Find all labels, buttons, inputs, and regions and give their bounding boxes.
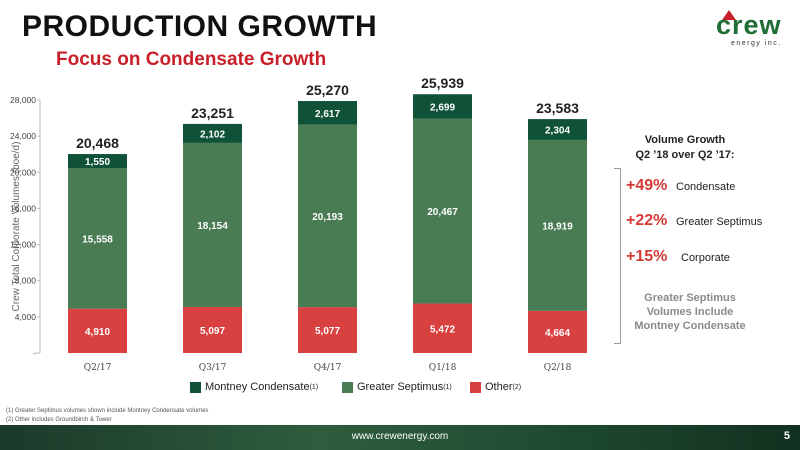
x-category-label: Q3/17: [199, 363, 227, 373]
bar-greater-septimus: [413, 118, 472, 304]
footer-bar: www.crewenergy.com 5: [0, 425, 800, 450]
bar-total-label: 25,939: [421, 75, 464, 91]
bar-greater-septimus: [298, 124, 357, 308]
x-category-label: Q1/18: [429, 363, 457, 373]
bar-montney-condensate: [183, 123, 242, 143]
footnote-2: (2) Other includes Groundbirch & Tower: [6, 417, 112, 423]
data-label-greater-septimus: 18,154: [197, 221, 228, 232]
note-line2: Volumes Include: [646, 306, 734, 318]
data-label-greater-septimus: 20,193: [312, 212, 343, 223]
legend-sup-montney: (1): [309, 383, 319, 391]
legend-sup-greater-septimus: (1): [443, 383, 452, 391]
bar-total-label: 25,270: [306, 82, 349, 98]
growth-corporate-label: Corporate: [681, 252, 730, 264]
data-label-montney-condensate: 2,102: [200, 129, 225, 140]
logo-subtext: energy inc.: [731, 40, 782, 47]
x-category-label: Q2/17: [84, 363, 112, 373]
bar-other: [68, 308, 127, 353]
y-tick-label: -: [33, 348, 36, 358]
bar-other: [183, 306, 242, 353]
stacked-bar-chart: - 4,000 8,000 12,000 16,000 20,000 24,000 28,00…: [10, 75, 587, 373]
x-category-label: Q4/17: [314, 363, 342, 373]
bar-other: [528, 310, 587, 353]
volume-growth-title-line1: Volume Growth: [644, 134, 726, 146]
legend-sup-other: (2): [512, 383, 522, 391]
page-subtitle: Focus on Condensate Growth: [56, 49, 327, 70]
bar-greater-septimus: [528, 139, 587, 311]
bar-other: [413, 303, 472, 353]
legend-swatch-other: [470, 381, 481, 393]
data-label-montney-condensate: 2,699: [430, 102, 455, 113]
volume-growth-title-line2: Q2 ’18 over Q2 ’17:: [635, 149, 735, 161]
volume-growth-title: Volume Growth Q2 ’18 over Q2 ’17:: [630, 133, 740, 163]
y-tick-label: 20,000: [10, 167, 36, 177]
footnotes: (1) Greater Septimus volumes shown inclu…: [6, 407, 208, 425]
page-number: 5: [783, 430, 790, 442]
y-tick-label: 16,000: [10, 203, 36, 213]
y-tick-label: 24,000: [10, 131, 36, 141]
data-label-montney-condensate: 2,304: [545, 126, 570, 137]
data-label-greater-septimus: 20,467: [427, 207, 458, 218]
growth-condensate-label: Condensate: [676, 181, 736, 193]
data-label-other: 5,097: [200, 326, 225, 337]
data-label-montney-condensate: 2,617: [315, 109, 340, 120]
legend-label-other: Other: [485, 381, 513, 393]
growth-bracket: [614, 168, 621, 344]
page-title: PRODUCTION GROWTH: [22, 10, 378, 43]
data-label-other: 4,664: [545, 328, 570, 339]
data-label-other: 5,077: [315, 326, 340, 337]
bar-other: [298, 307, 357, 353]
legend-swatch-montney: [190, 381, 201, 393]
growth-greater-septimus-label: Greater Septimus: [676, 216, 763, 228]
data-label-montney-condensate: 1,550: [85, 157, 110, 168]
legend-other: Other (2): [470, 380, 521, 394]
logo-wordmark: crew: [716, 10, 782, 40]
legend-montney-condensate: Montney Condensate (1): [190, 380, 318, 394]
y-tick-label: 4,000: [15, 312, 37, 322]
bar-greater-septimus: [68, 168, 127, 309]
legend-label-montney: Montney Condensate: [205, 381, 310, 393]
x-category-label: Q2/18: [544, 363, 572, 373]
footnote-1: (1) Greater Septimus volumes shown inclu…: [6, 408, 209, 414]
growth-greater-septimus-pct: +22%: [626, 212, 668, 229]
y-tick-label: 28,000: [10, 95, 36, 105]
bar-total-label: 20,468: [76, 135, 119, 151]
bar-montney-condensate: [413, 94, 472, 119]
note-line3: Montney Condensate: [634, 320, 746, 332]
bar-total-label: 23,251: [191, 105, 234, 121]
growth-corporate-pct: +15%: [626, 248, 668, 265]
crew-logo-mark: [722, 10, 736, 20]
note-line1: Greater Septimus: [644, 292, 736, 304]
legend-greater-septimus: Greater Septimus (1): [342, 380, 452, 394]
bar-montney-condensate: [68, 154, 127, 169]
bar-greater-septimus: [183, 142, 242, 307]
bar-montney-condensate: [298, 101, 357, 125]
growth-condensate-pct: +49%: [626, 177, 668, 194]
data-label-greater-septimus: 18,919: [542, 221, 573, 232]
data-label-other: 5,472: [430, 324, 455, 335]
bar-montney-condensate: [528, 119, 587, 140]
data-label-other: 4,910: [85, 327, 110, 338]
data-label-greater-septimus: 15,558: [82, 234, 113, 245]
footer-url[interactable]: www.crewenergy.com: [351, 431, 449, 442]
y-axis-label: Crew Total Corporate Volumes (boe/d): [11, 142, 22, 312]
bar-total-label: 23,583: [536, 100, 579, 116]
y-tick-label: 12,000: [10, 240, 36, 250]
legend-label-greater-septimus: Greater Septimus: [357, 381, 444, 393]
y-tick-label: 8,000: [15, 276, 37, 286]
greater-septimus-note: Greater Septimus Volumes Include Montney…: [630, 291, 750, 333]
legend-swatch-greater-septimus: [342, 381, 353, 393]
